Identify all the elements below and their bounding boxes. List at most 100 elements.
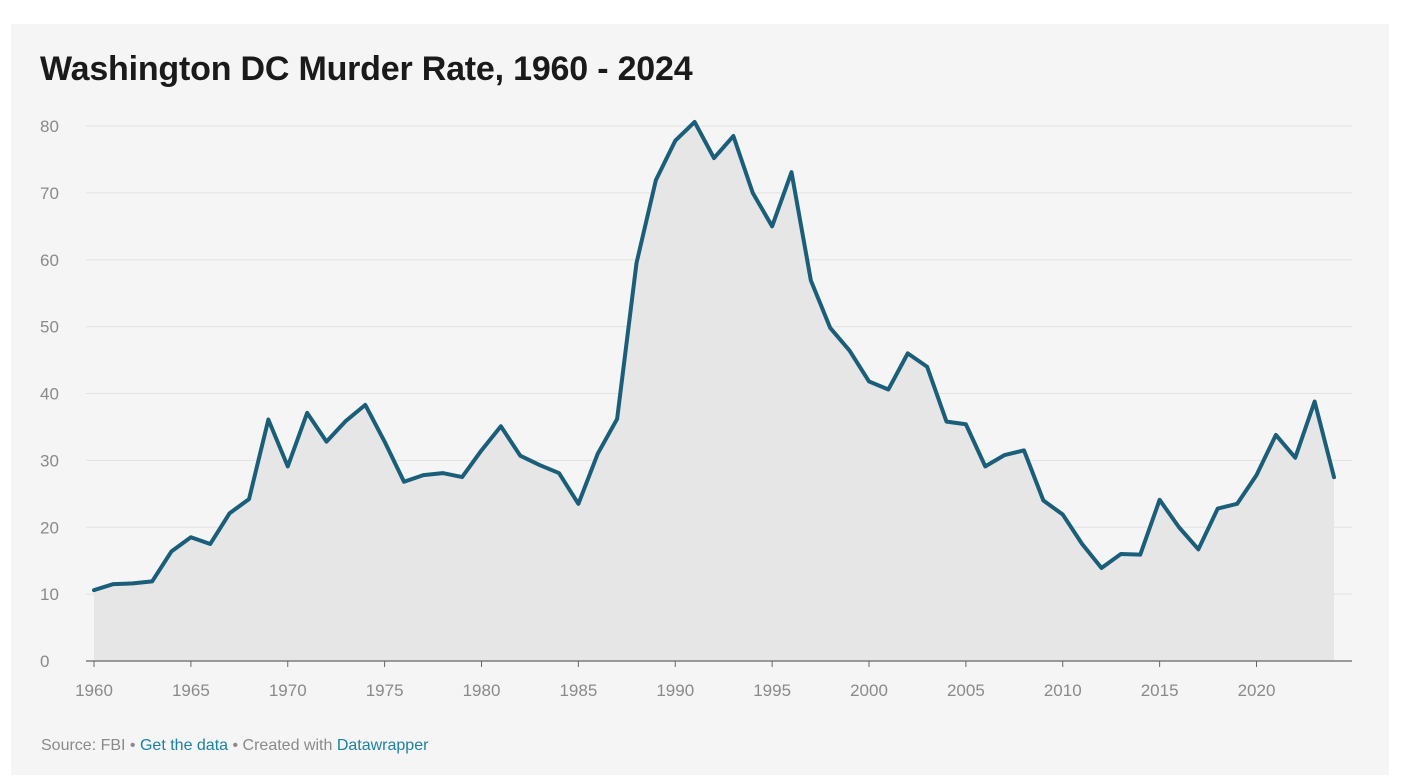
x-tick-label: 2000 (850, 681, 888, 700)
y-tick-label: 30 (40, 451, 59, 470)
data-point-1977 (421, 473, 425, 477)
data-point-1965 (189, 535, 193, 539)
x-tick-label: 1995 (753, 681, 791, 700)
data-point-1994 (751, 191, 755, 195)
data-point-1963 (150, 579, 154, 583)
x-tick-label: 1990 (656, 681, 694, 700)
data-point-1979 (460, 475, 464, 479)
data-point-2023 (1313, 400, 1317, 404)
data-point-1993 (731, 134, 735, 138)
data-point-2022 (1293, 456, 1297, 460)
data-point-1992 (712, 156, 716, 160)
data-point-2005 (964, 422, 968, 426)
data-point-1974 (363, 403, 367, 407)
data-point-1978 (441, 471, 445, 475)
data-point-2011 (1080, 542, 1084, 546)
data-point-2003 (925, 365, 929, 369)
data-point-1996 (790, 170, 794, 174)
data-point-2007 (1003, 453, 1007, 457)
y-tick-label: 10 (40, 585, 59, 604)
data-point-1984 (557, 471, 561, 475)
x-tick-label: 2005 (947, 681, 985, 700)
data-point-1987 (615, 417, 619, 421)
data-point-1982 (518, 454, 522, 458)
data-point-1962 (131, 581, 135, 585)
x-tick-label: 1980 (463, 681, 501, 700)
data-point-2006 (983, 464, 987, 468)
data-point-1971 (305, 411, 309, 415)
footer-separator: • (125, 737, 140, 754)
x-tick-label: 2015 (1141, 681, 1179, 700)
x-tick-label: 1970 (269, 681, 307, 700)
data-point-1964 (170, 549, 174, 553)
y-tick-label: 80 (40, 117, 59, 136)
y-tick-label: 40 (40, 385, 59, 404)
data-point-2014 (1138, 553, 1142, 557)
x-tick-label: 1965 (172, 681, 210, 700)
data-point-1990 (673, 139, 677, 143)
data-point-1988 (635, 261, 639, 265)
data-point-1969 (266, 418, 270, 422)
y-tick-label: 70 (40, 184, 59, 203)
created-with-text: • Created with (228, 737, 337, 754)
data-point-1999 (848, 349, 852, 353)
data-point-1973 (344, 419, 348, 423)
data-point-1995 (770, 224, 774, 228)
data-point-1966 (208, 542, 212, 546)
data-point-2008 (1022, 448, 1026, 452)
y-tick-label: 20 (40, 518, 59, 537)
data-point-2021 (1274, 433, 1278, 437)
datawrapper-link[interactable]: Datawrapper (336, 737, 429, 754)
data-point-1991 (693, 120, 697, 124)
y-tick-labels: 0 10 20 30 40 50 60 70 80 (40, 117, 59, 671)
data-point-1972 (325, 440, 329, 444)
series-line-layer (92, 119, 1336, 593)
data-point-2001 (886, 387, 890, 391)
data-point-1960 (92, 588, 96, 592)
y-tick-label: 50 (40, 318, 59, 337)
data-point-2016 (1177, 525, 1181, 529)
chart-footer: Source: FBI • Get the data • Created wit… (41, 737, 428, 755)
data-point-1989 (654, 178, 658, 182)
area-fill (94, 121, 1334, 662)
data-point-2012 (1100, 566, 1104, 570)
x-tick-label: 1960 (75, 681, 113, 700)
data-point-2015 (1158, 498, 1162, 502)
data-point-2024 (1332, 475, 1336, 479)
y-tick-label: 0 (40, 652, 49, 671)
data-point-2018 (1216, 507, 1220, 511)
data-point-2010 (1061, 513, 1065, 517)
data-point-2019 (1235, 502, 1239, 506)
data-point-1981 (499, 424, 503, 428)
x-tick-label: 2020 (1238, 681, 1276, 700)
x-tick-label: 1975 (366, 681, 404, 700)
y-tick-label: 60 (40, 251, 59, 270)
data-point-2000 (867, 379, 871, 383)
data-point-2009 (1041, 499, 1045, 503)
data-point-1976 (402, 480, 406, 484)
data-point-1986 (596, 452, 600, 456)
data-point-1983 (538, 463, 542, 467)
data-point-1980 (480, 448, 484, 452)
data-point-1970 (286, 464, 290, 468)
x-tick-label: 1985 (559, 681, 597, 700)
chart-title: Washington DC Murder Rate, 1960 - 2024 (40, 50, 693, 88)
data-point-1975 (383, 440, 387, 444)
data-point-1985 (576, 502, 580, 506)
data-point-1968 (247, 497, 251, 501)
x-tick-labels: 1960 1965 1970 1975 1980 1985 1990 1995 2000 2005… (75, 661, 1275, 700)
data-point-2004 (945, 420, 949, 424)
series-line (92, 119, 1336, 593)
data-point-1998 (828, 326, 832, 330)
data-point-1961 (111, 582, 115, 586)
data-point-2017 (1196, 547, 1200, 551)
data-point-1997 (809, 278, 813, 282)
area-fill-layer (94, 121, 1334, 662)
get-the-data-link[interactable]: Get the data (139, 737, 229, 754)
data-point-2002 (906, 351, 910, 355)
data-point-2020 (1255, 473, 1259, 477)
source-text: Source: FBI (41, 737, 126, 754)
x-tick-label: 2010 (1044, 681, 1082, 700)
data-point-1967 (228, 511, 232, 515)
